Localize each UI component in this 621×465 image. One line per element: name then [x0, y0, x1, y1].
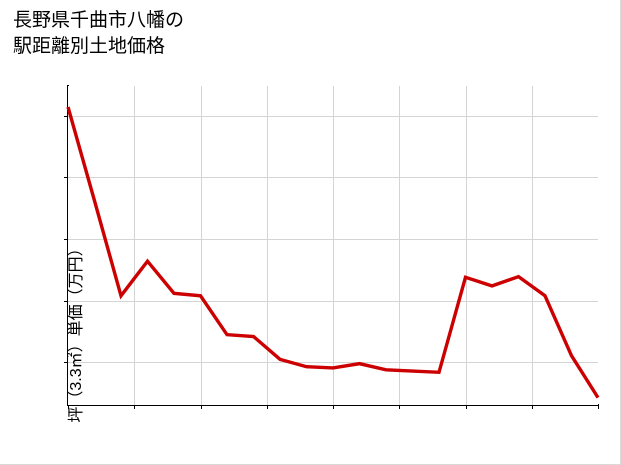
x-tick-mark: [333, 405, 334, 409]
x-tick-mark: [465, 405, 467, 409]
gridline-vertical: [399, 86, 401, 405]
gridline-vertical: [266, 86, 268, 405]
y-tick-mark: [64, 362, 68, 364]
x-tick-mark: [399, 405, 401, 409]
data-series-line: [66, 106, 600, 399]
chart-title: 長野県千曲市八幡の 駅距離別土地価格: [13, 10, 185, 57]
y-tick-mark: [64, 239, 68, 241]
gridline-vertical: [333, 86, 334, 405]
x-tick-mark: [134, 405, 136, 409]
y-tick-mark: [64, 115, 68, 117]
y-tick-mark: [64, 300, 68, 302]
x-tick-mark: [598, 405, 599, 409]
gridline-vertical: [531, 86, 533, 405]
x-tick-mark: [68, 405, 69, 409]
gridline-vertical: [200, 86, 202, 405]
y-tick-mark: [64, 177, 68, 179]
gridline-vertical: [134, 86, 136, 405]
plot-area: 6.16.26.36.46.5 0.02.55.07.510.012.515.0…: [64, 86, 600, 423]
x-tick-mark: [200, 405, 202, 409]
x-tick-mark: [266, 405, 268, 409]
x-tick-mark: [531, 405, 533, 409]
gridline-vertical: [465, 86, 467, 405]
y-axis-label: 坪（3.3㎡）単価（万円）: [68, 240, 85, 423]
